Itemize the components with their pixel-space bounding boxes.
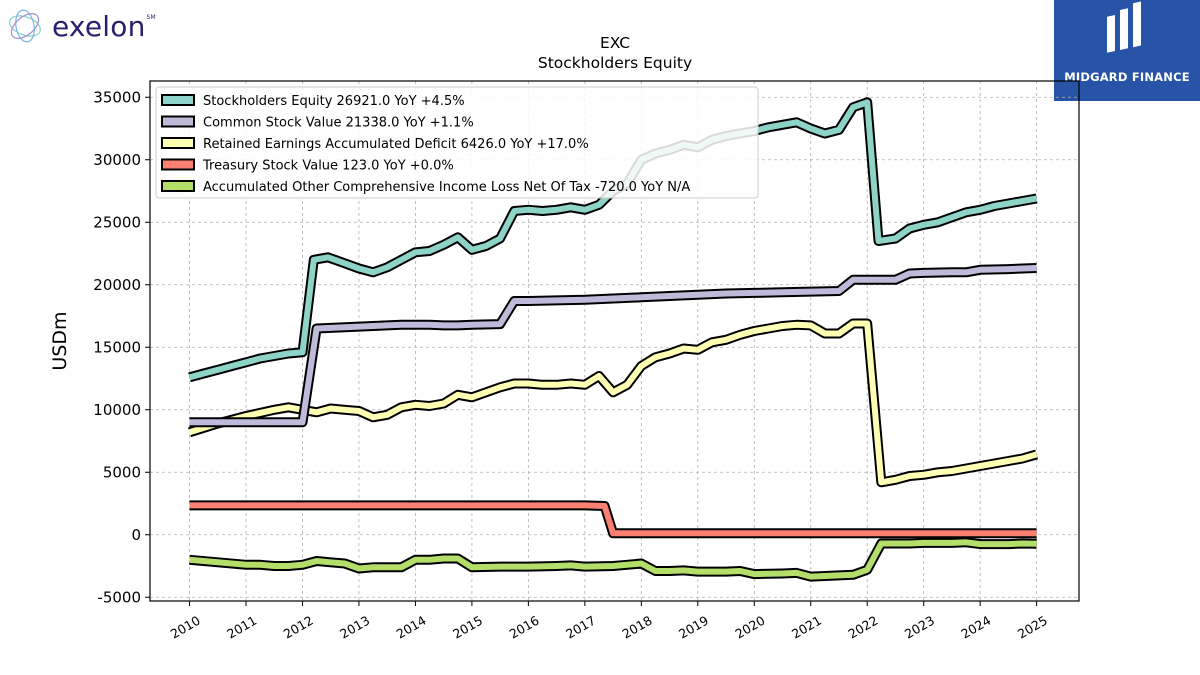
retained-earnings-accumulated-deficit-line: [188, 320, 1038, 486]
x-tick-label: 2015: [450, 613, 485, 642]
x-tick-label: 2017: [563, 613, 598, 642]
x-tick-label: 2014: [394, 613, 429, 642]
x-tick-label: 2021: [789, 613, 824, 642]
y-tick-label: 35000: [93, 88, 141, 106]
y-tick-label: -5000: [97, 588, 141, 606]
y-axis-ticks: -5000 0 5000 10000 15000 20000 25000 30000 35000: [93, 88, 150, 606]
legend-label: Treasury Stock Value 123.0 YoY +0.0%: [202, 159, 454, 174]
legend-swatch: [161, 94, 195, 106]
y-tick-label: 15000: [93, 338, 141, 356]
treasury-stock-value-line: [189, 502, 1037, 537]
x-tick-label: 2025: [1015, 613, 1050, 642]
x-tick-label: 2020: [732, 613, 767, 642]
x-tick-label: 2010: [168, 613, 203, 642]
x-tick-label: 2024: [958, 613, 993, 642]
midgard-finance-logo: MIDGARD FINANCE: [1054, 0, 1200, 101]
legend-swatch: [161, 115, 195, 128]
x-tick-label: 2016: [507, 613, 542, 642]
chart-subtitle: Stockholders Equity: [538, 54, 692, 72]
x-tick-label: 2012: [281, 613, 316, 642]
exelon-swirl-icon: [9, 9, 41, 43]
y-tick-label: 10000: [93, 401, 141, 419]
legend-swatch: [161, 180, 195, 192]
legend-label: Retained Earnings Accumulated Deficit 64…: [203, 137, 589, 152]
y-tick-label: 0: [131, 526, 141, 544]
x-axis-ticks: 2010 2011 2012 2013 2014 2015 2016 2017 2018 2019…: [168, 601, 1050, 642]
legend-label: Stockholders Equity 26921.0 YoY +4.5%: [203, 94, 465, 109]
x-tick-label: 2018: [620, 613, 655, 642]
midgard-mark-icon: [1107, 1, 1141, 53]
legend-swatch: [161, 137, 195, 149]
x-tick-label: 2019: [676, 613, 711, 642]
exelon-wordmark: exelonSM: [52, 9, 156, 43]
x-tick-label: 2011: [224, 613, 259, 642]
legend-label: Common Stock Value 21338.0 YoY +1.1%: [203, 116, 474, 131]
midgard-finance-wordmark: MIDGARD FINANCE: [1064, 70, 1190, 84]
x-tick-label: 2023: [902, 613, 937, 642]
y-tick-label: 30000: [93, 151, 141, 169]
y-tick-label: 5000: [103, 463, 141, 481]
exelon-logo: exelonSM: [4, 4, 156, 48]
x-tick-label: 2022: [845, 613, 880, 642]
y-axis-label: USDm: [49, 311, 71, 370]
y-tick-label: 20000: [93, 276, 141, 294]
common-stock-value-line: [189, 265, 1037, 426]
chart-title: EXC: [600, 34, 630, 52]
legend-label: Accumulated Other Comprehensive Income L…: [203, 180, 690, 195]
legend: Stockholders Equity 26921.0 YoY +4.5% Com…: [155, 86, 759, 199]
plot-frame: [149, 80, 1080, 602]
y-tick-label: 25000: [93, 213, 141, 231]
accumulated-other-comprehensive-income-loss-net-of-tax-line: [189, 539, 1037, 580]
legend-box: [155, 86, 759, 199]
x-tick-label: 2013: [337, 613, 372, 642]
legend-swatch: [161, 158, 195, 171]
